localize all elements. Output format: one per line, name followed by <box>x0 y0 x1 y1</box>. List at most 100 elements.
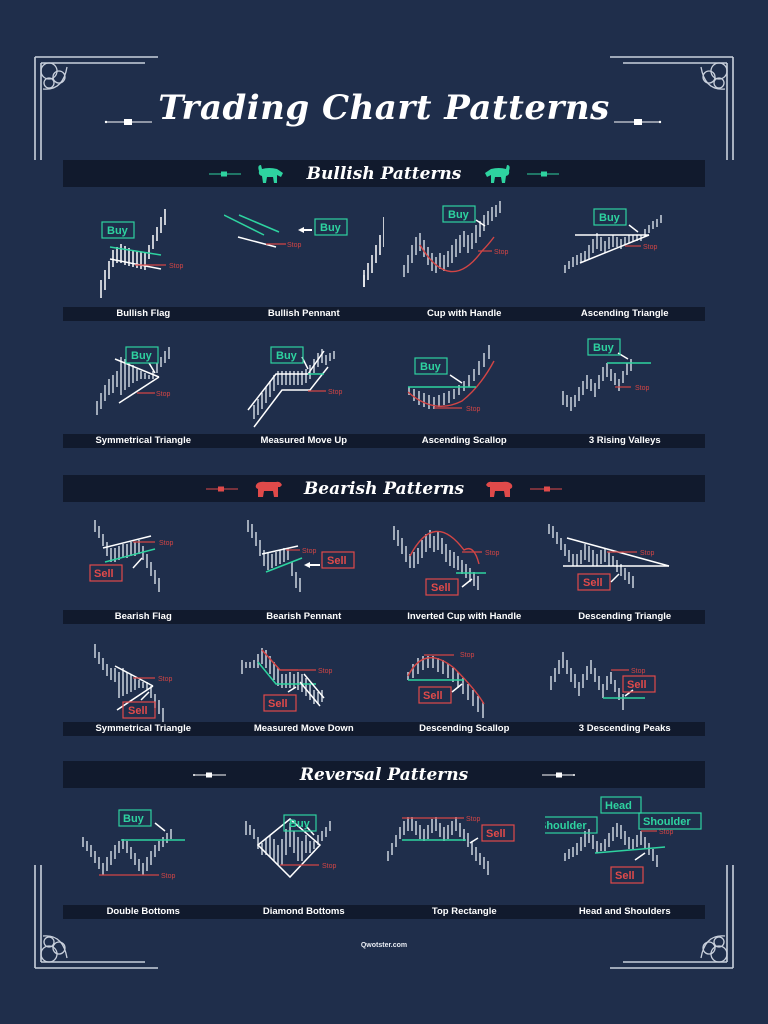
buy-label: Buy <box>593 342 615 354</box>
pattern-name: 3 Descending Peaks <box>578 723 671 734</box>
pattern-name: Symmetrical Triangle <box>95 435 192 446</box>
sell-label: Sell <box>128 705 148 717</box>
sell-label: Sell <box>94 568 114 580</box>
pattern-measured-move-up: Stop Buy <box>224 335 385 463</box>
buy-label: Buy <box>599 212 621 224</box>
stop-label: Stop <box>635 385 650 392</box>
stop-label: Stop <box>302 548 317 555</box>
sell-label: Sell <box>486 828 506 840</box>
title-ornament-right <box>614 119 662 125</box>
page-title: Trading Chart Patterns <box>158 88 610 128</box>
section-title-bearish: Bearish Patterns <box>303 478 465 499</box>
pattern-name: Top Rectangle <box>431 906 497 917</box>
pattern-measured-move-down: Stop Sell <box>224 638 385 766</box>
footer-credit: Qwotster.com <box>360 942 408 949</box>
buy-label: Buy <box>420 361 442 373</box>
pattern-ascending-triangle: Stop Buy <box>545 195 706 323</box>
buy-label: Buy <box>448 209 470 221</box>
buy-label: Buy <box>131 350 153 362</box>
pattern-name: Diamond Bottoms <box>262 906 345 917</box>
stop-label: Stop <box>640 550 655 557</box>
section-banner-reversal: Reversal Patterns <box>63 761 705 788</box>
buy-label: Buy <box>107 225 129 237</box>
pattern-grid-reversal: Stop Buy Stop Buy Stop Sell <box>63 795 705 923</box>
corner-ornament-bottom-left <box>33 860 163 970</box>
three-descending-peaks-chart: Stop Sell <box>549 652 656 710</box>
pattern-labels-bullish-row-2: Symmetrical Triangle Measured Move Up As… <box>63 434 705 448</box>
pattern-grid-bullish-row-2: Stop Buy Stop Buy Stop Buy <box>63 335 705 463</box>
top-rectangle-chart: Stop Sell <box>387 816 515 875</box>
stop-label: Stop <box>631 668 646 675</box>
ornament-icon <box>610 56 734 160</box>
bullish-flag-chart: Stop Buy <box>100 209 184 298</box>
pattern-name: Cup with Handle <box>427 308 502 319</box>
stop-label: Stop <box>318 668 333 675</box>
pattern-inverted-cup-with-handle: Stop Sell <box>384 510 545 638</box>
pattern-name: Descending Triangle <box>578 611 672 622</box>
stop-label: Stop <box>659 829 674 836</box>
pattern-name: Head and Shoulders <box>578 906 671 917</box>
pattern-labels-bullish-row-1: Bullish Flag Bullish Pennant Cup with Ha… <box>63 307 705 321</box>
ornament-icon <box>610 865 734 969</box>
buy-label: Buy <box>289 818 311 830</box>
pattern-grid-bearish-row-2: Stop Sell Stop Sell Stop S <box>63 638 705 766</box>
stop-label: Stop <box>156 391 171 398</box>
buy-label: Buy <box>123 813 145 825</box>
buy-label: Buy <box>320 222 342 234</box>
stop-label: Stop <box>161 873 176 880</box>
section-title-reversal: Reversal Patterns <box>299 764 469 785</box>
pattern-name: Bearish Pennant <box>266 611 342 622</box>
pattern-name: Bullish Flag <box>116 308 171 319</box>
three-rising-valleys-chart: Stop Buy <box>561 338 651 411</box>
stop-label: Stop <box>485 550 500 557</box>
pattern-name: Measured Move Up <box>260 435 348 446</box>
diamond-bottoms-chart: Stop Buy <box>244 814 337 879</box>
sell-label: Sell <box>327 555 347 567</box>
ornament-icon <box>205 486 238 491</box>
head-label: Head <box>605 800 632 812</box>
pattern-labels-bearish-row-1: Bearish Flag Bearish Pennant Inverted Cu… <box>63 610 705 624</box>
sell-label: Sell <box>423 690 443 702</box>
ascending-scallop-chart: Stop Buy <box>407 345 495 413</box>
pattern-name: Descending Scallop <box>419 723 510 734</box>
pattern-bullish-pennant: Stop Buy <box>223 195 385 323</box>
stop-label: Stop <box>287 242 302 249</box>
ornament-icon <box>527 171 560 176</box>
section-title-bullish: Bullish Patterns <box>306 163 462 184</box>
stop-label: Stop <box>322 863 337 870</box>
sell-label: Sell <box>583 577 603 589</box>
bear-icon <box>486 481 513 497</box>
ornament-icon <box>192 772 226 777</box>
head-and-shoulders-chart: Stop Sell Shoulder Head Shoulder <box>544 796 702 884</box>
symmetrical-triangle-chart: Stop Sell <box>94 644 173 722</box>
ornament-icon <box>34 56 158 160</box>
pattern-name: Ascending Scallop <box>421 435 507 446</box>
pattern-ascending-scallop: Stop Buy <box>384 335 545 463</box>
bearish-pennant-chart: Stop Sell <box>246 520 355 592</box>
stop-label: Stop <box>466 816 481 823</box>
pattern-name: Inverted Cup with Handle <box>407 611 522 622</box>
descending-scallop-chart: Stop Sell <box>407 652 485 718</box>
corner-ornament-top-right <box>605 55 735 165</box>
stop-label: Stop <box>328 389 343 396</box>
pattern-labels-bearish-row-2: Symmetrical Triangle Measured Move Down … <box>63 722 705 736</box>
cup-with-handle-chart: Stop Buy <box>403 201 509 277</box>
section-banner-bearish: Bearish Patterns <box>63 475 705 502</box>
pattern-grid-bullish-row-1: Stop Buy Stop Buy Stop Buy <box>63 195 705 323</box>
pattern-cup-with-handle: Stop Buy <box>384 195 545 323</box>
inverted-cup-with-handle-chart: Stop Sell <box>393 526 500 596</box>
pattern-double-bottoms: Stop Buy <box>63 795 224 923</box>
bullish-pennant-chart: Stop Buy <box>223 214 384 287</box>
corner-ornament-top-left <box>33 55 163 165</box>
sell-label: Sell <box>431 582 451 594</box>
ornament-icon <box>208 171 241 176</box>
stop-label: Stop <box>158 676 173 683</box>
pattern-name: Ascending Triangle <box>580 308 669 319</box>
sell-label: Sell <box>615 870 635 882</box>
ascending-triangle-chart: Stop Buy <box>563 208 662 273</box>
measured-move-up-chart: Stop Buy <box>246 346 343 428</box>
pattern-name: Symmetrical Triangle <box>95 723 192 734</box>
measured-move-down-chart: Stop Sell <box>240 648 333 712</box>
pattern-top-rectangle: Stop Sell <box>384 795 545 923</box>
descending-triangle-chart: Stop Sell <box>547 524 669 591</box>
